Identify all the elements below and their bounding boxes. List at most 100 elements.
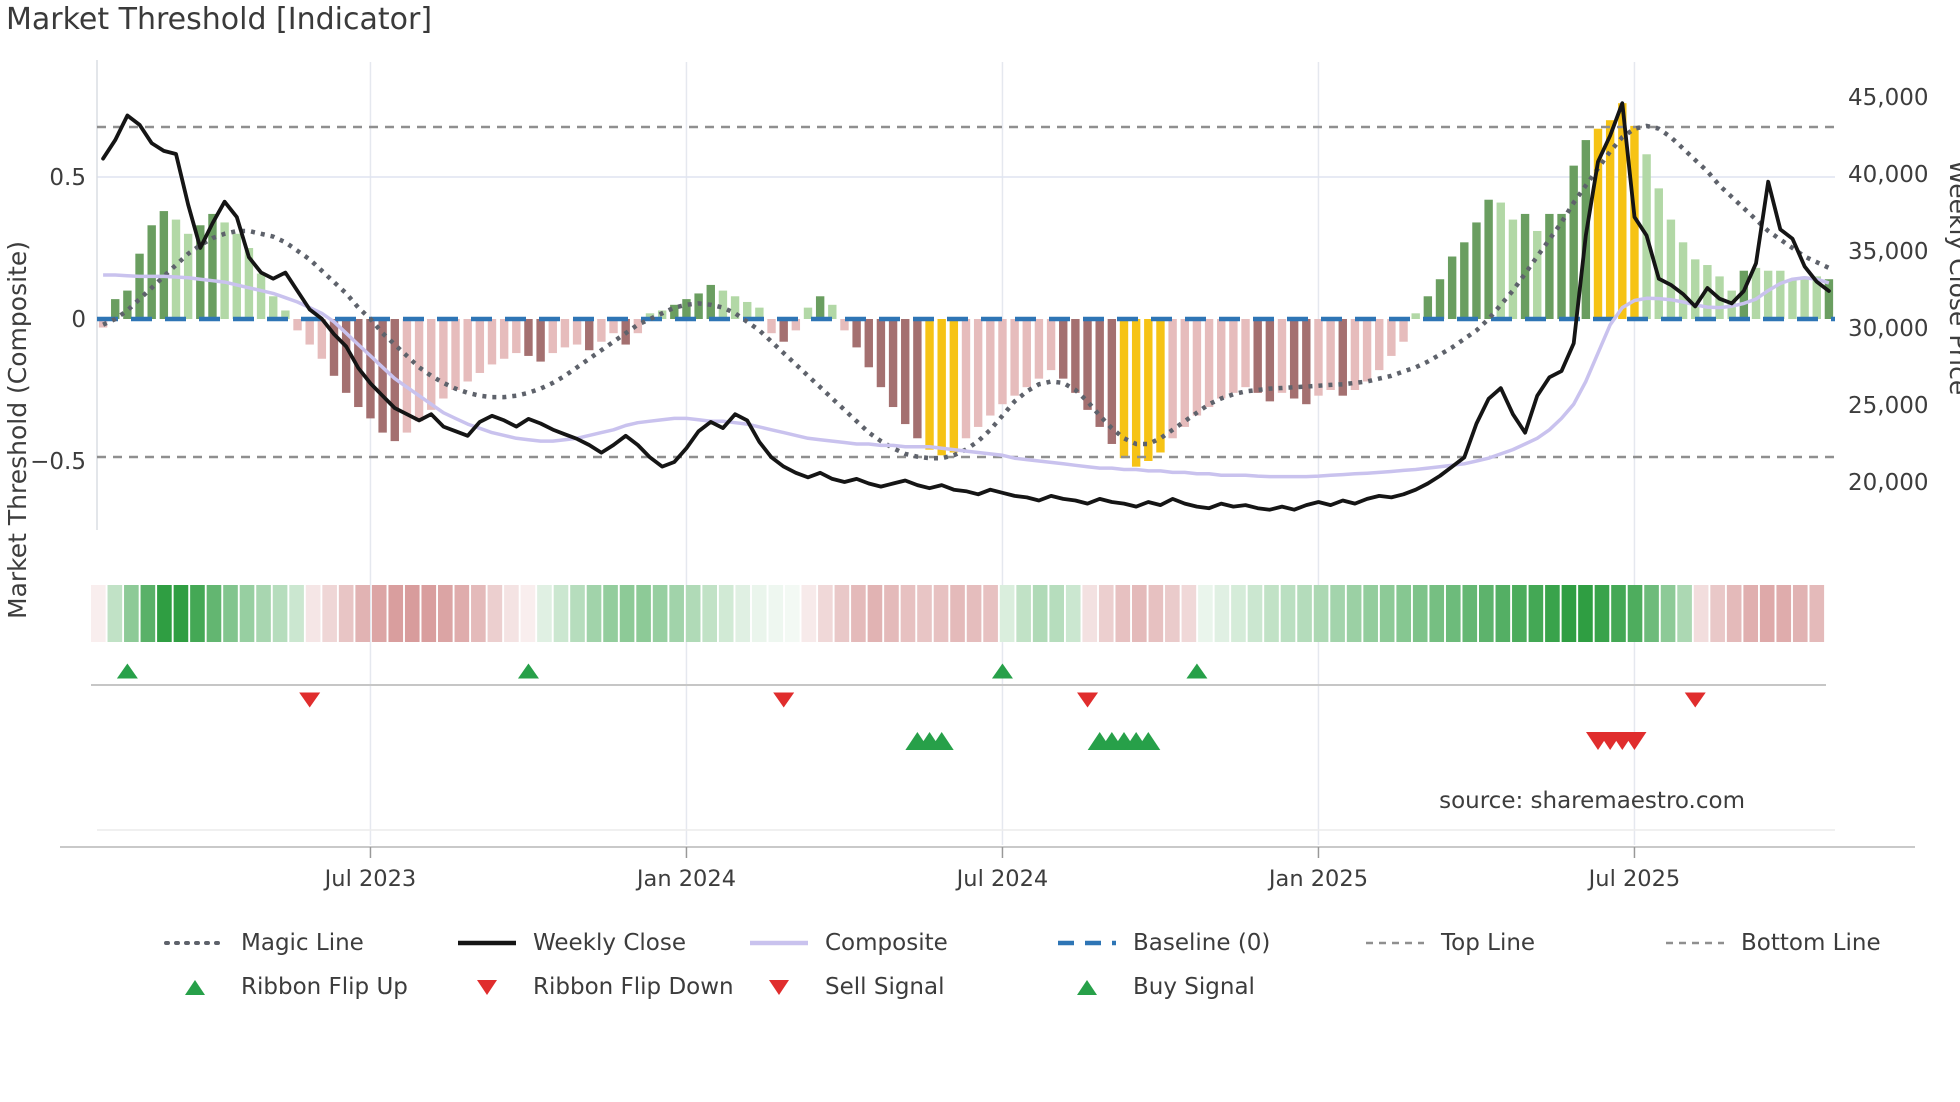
indicator-bar: [536, 319, 545, 362]
ribbon-stripe: [1396, 585, 1412, 642]
legend-marker-dotted-gray: [164, 941, 226, 945]
ribbon-stripe: [1098, 585, 1114, 642]
right-axis-tick: 35,000: [1848, 239, 1928, 265]
legend-label: Buy Signal: [1133, 974, 1255, 1000]
ribbon-stripe: [1016, 585, 1031, 642]
ribbon-stripe: [1247, 585, 1263, 642]
ribbon-stripe: [438, 585, 453, 642]
indicator-bar: [1289, 319, 1299, 399]
indicator-plot: 0.5 0 −0.5 45,000 40,000 35,000 30,000 25,000 20…: [3, 60, 1960, 892]
indicator-bar: [232, 233, 241, 319]
indicator-bar: [1107, 319, 1117, 444]
ribbon-stripe: [652, 585, 668, 642]
ribbon-stripe: [1528, 585, 1544, 642]
indicator-bar: [743, 301, 752, 319]
right-axis-tick: 30,000: [1848, 316, 1928, 342]
indicator-bar: [1314, 319, 1323, 396]
legend-label: Ribbon Flip Up: [241, 974, 408, 1000]
indicator-bar: [1605, 120, 1615, 319]
ribbon-stripe: [1379, 585, 1395, 642]
indicator-bar: [208, 213, 217, 319]
indicator-bar: [876, 319, 886, 388]
indicator-bar: [1812, 276, 1821, 319]
indicator-bar: [949, 319, 959, 453]
indicator-bar: [1533, 230, 1542, 319]
ribbon-stripe: [1346, 585, 1362, 642]
ribbon-stripe: [1445, 585, 1461, 642]
ribbon-stripe: [338, 585, 354, 642]
left-axis-tick: 0: [71, 307, 86, 333]
ribbon-stripe: [289, 585, 304, 642]
indicator-bar: [256, 273, 266, 319]
indicator-bar: [354, 319, 363, 408]
indicator-bar: [1411, 313, 1420, 319]
indicator-bar: [585, 319, 594, 351]
indicator-bar: [1776, 270, 1785, 319]
indicator-bar: [402, 319, 412, 433]
indicator-bar: [1557, 213, 1566, 319]
ribbon-stripe: [1363, 585, 1378, 642]
ribbon-stripe: [1561, 585, 1577, 642]
ribbon-stripe: [553, 585, 569, 642]
legend-item-sell-signal: Sell Signal: [747, 972, 945, 1002]
indicator-bar: [706, 284, 715, 319]
ribbon-stripe: [1032, 585, 1048, 642]
indicator-bar: [427, 319, 436, 410]
ribbon-stripe: [1231, 585, 1246, 642]
ribbon-stripe: [1297, 585, 1312, 642]
legend-label: Magic Line: [241, 930, 364, 956]
ribbon-stripe: [1710, 585, 1725, 642]
indicator-bar: [1144, 319, 1153, 461]
ribbon-stripe: [91, 585, 106, 642]
indicator-bar: [852, 319, 861, 348]
ribbon-stripe: [950, 585, 965, 642]
indicator-bar: [1824, 279, 1834, 319]
indicator-bar: [1375, 319, 1384, 371]
ribbon-stripe: [305, 585, 321, 642]
ribbon-stripe: [570, 585, 585, 642]
indicator-bar: [135, 253, 144, 319]
indicator-bar: [1010, 319, 1019, 396]
indicator-bar: [1338, 319, 1347, 396]
indicator-bar: [487, 319, 497, 365]
ribbon-flip-down-marker: [299, 692, 321, 708]
indicator-bar: [1423, 296, 1433, 319]
ribbon-stripe: [851, 585, 866, 642]
indicator-bar: [499, 319, 509, 359]
indicator-bar: [1326, 319, 1335, 390]
ribbon-flip-up-marker: [517, 663, 539, 679]
ribbon-stripe: [1479, 585, 1494, 642]
legend-marker-dash-gray: [1366, 941, 1424, 945]
legend-marker-tri-down: [769, 980, 789, 995]
indicator-bar: [913, 319, 922, 439]
ribbon-stripe: [504, 585, 519, 642]
indicator-bar: [159, 211, 169, 319]
indicator-bar: [1204, 319, 1214, 408]
indicator-bar: [1460, 242, 1469, 319]
ribbon-stripe: [669, 585, 684, 642]
indicator-bar: [755, 307, 764, 319]
ribbon-stripe: [272, 585, 288, 642]
ribbon-stripe: [1578, 585, 1593, 642]
ribbon-stripe: [404, 585, 420, 642]
ribbon-stripe: [1132, 585, 1147, 642]
legend-label: Top Line: [1441, 930, 1536, 956]
indicator-bar: [1119, 319, 1129, 459]
ribbon-stripe: [1627, 585, 1643, 642]
indicator-bar: [803, 307, 813, 319]
indicator-bar: [1545, 213, 1554, 319]
ribbon-stripe: [1809, 585, 1825, 642]
indicator-bar: [1691, 259, 1700, 319]
ribbon-stripe: [1198, 585, 1213, 642]
indicator-bar: [864, 319, 873, 368]
ribbon-stripe: [718, 585, 734, 642]
ribbon-stripe: [1462, 585, 1478, 642]
ribbon-stripe: [157, 585, 172, 642]
indicator-bar: [937, 319, 946, 456]
indicator-bar: [1654, 188, 1663, 319]
legend-item-top-line: Top Line: [1363, 928, 1535, 958]
ribbon-stripe: [1412, 585, 1428, 642]
legend-label: Baseline (0): [1133, 930, 1271, 956]
indicator-bar: [1253, 319, 1262, 393]
indicator-bar: [1703, 265, 1712, 319]
